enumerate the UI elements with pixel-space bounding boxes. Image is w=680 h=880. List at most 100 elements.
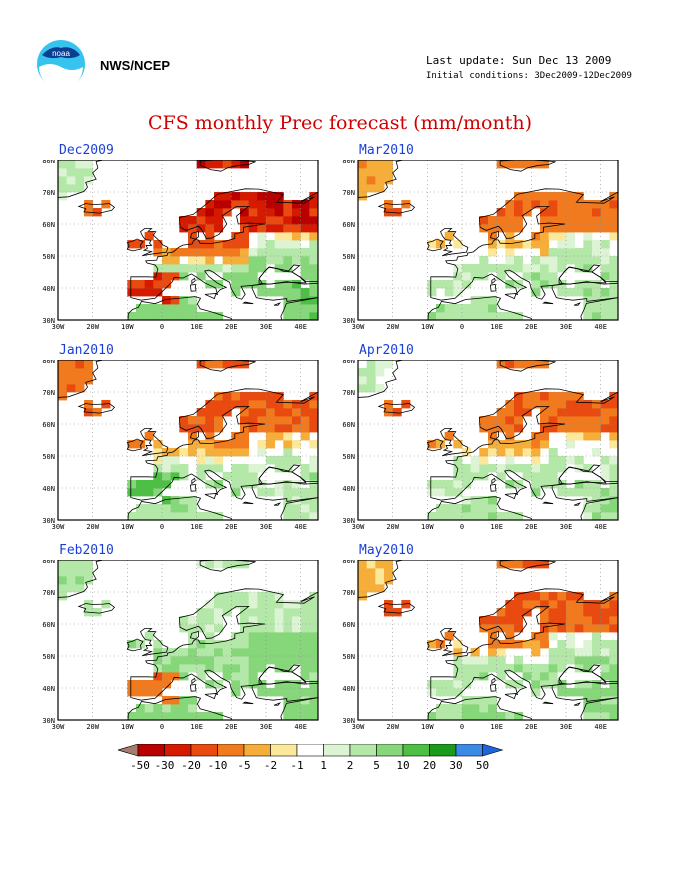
precip-cell [557, 240, 567, 249]
precip-cell [188, 216, 198, 225]
precip-cell [384, 168, 394, 177]
precip-cell [522, 600, 532, 609]
precip-cell [300, 488, 310, 497]
precip-cell [479, 704, 489, 713]
precip-cell [505, 256, 515, 265]
precip-cell [522, 192, 532, 201]
precip-cell [196, 440, 206, 449]
precip-cell [214, 416, 224, 425]
panel-label-apr2010: Apr2010 [359, 343, 414, 358]
precip-cell [58, 384, 68, 393]
lon-tick-label: 10W [421, 723, 434, 731]
lon-tick-label: 30E [260, 323, 273, 331]
coastline [77, 403, 116, 414]
precip-cell [266, 608, 276, 617]
lat-tick-label: 70N [342, 389, 355, 397]
precip-cell [162, 672, 172, 681]
precip-cell [453, 504, 463, 513]
precip-cell [248, 664, 258, 673]
precip-cell [479, 656, 489, 665]
precip-cell [479, 672, 489, 681]
precip-cell [557, 400, 567, 409]
precip-cell [274, 424, 284, 433]
lat-tick-label: 60N [342, 621, 355, 629]
precip-cell [592, 712, 602, 721]
precip-cell [505, 216, 515, 225]
precip-cell [240, 440, 250, 449]
precip-cell [292, 512, 302, 521]
lat-tick-label: 60N [42, 221, 55, 229]
precip-cell [266, 632, 276, 641]
precip-cell [240, 608, 250, 617]
precip-cell [205, 712, 215, 721]
precip-cell [600, 240, 610, 249]
lat-tick-label: 80N [42, 160, 55, 165]
coastline [542, 701, 554, 705]
lon-tick-label: 10E [190, 523, 203, 531]
precip-cell [153, 312, 163, 321]
precip-cell [548, 456, 558, 465]
agency-name: NWS/NCEP [100, 58, 171, 73]
precip-cell [557, 288, 567, 297]
lat-tick-label: 40N [42, 685, 55, 693]
precip-cell [505, 440, 515, 449]
precip-cell [240, 424, 250, 433]
precip-cell [366, 168, 376, 177]
precip-cell [292, 480, 302, 489]
precip-cell [540, 200, 550, 209]
precip-cell [257, 592, 267, 601]
colorbar-tick-label: 1 [320, 759, 327, 772]
coastline [126, 438, 144, 452]
precip-cell [136, 488, 146, 497]
precip-cell [300, 712, 310, 721]
precip-cell [274, 600, 284, 609]
precip-cell [488, 656, 498, 665]
precip-cell [283, 640, 293, 649]
precip-cell [366, 376, 376, 385]
precip-cell [75, 560, 85, 569]
precip-cell [144, 312, 154, 321]
precip-cell [436, 504, 446, 513]
precip-cell [240, 400, 250, 409]
precip-cell [300, 648, 310, 657]
precip-cell [266, 488, 276, 497]
precip-cell [240, 640, 250, 649]
precip-cell [444, 288, 454, 297]
precip-cell [540, 192, 550, 201]
precip-cell [436, 440, 446, 449]
precip-cell [453, 688, 463, 697]
precip-cell [505, 712, 515, 721]
precip-cell [548, 624, 558, 633]
precip-cell [488, 648, 498, 657]
precip-cell [127, 488, 137, 497]
precip-cell [170, 272, 180, 281]
precip-cell [309, 656, 319, 665]
precip-cell [248, 400, 258, 409]
precip-cell [283, 464, 293, 473]
precip-cell [144, 280, 154, 289]
precip-cell [470, 672, 480, 681]
precip-cell [453, 656, 463, 665]
precip-cell [136, 688, 146, 697]
precip-cell [75, 376, 85, 385]
precip-cell [436, 280, 446, 289]
precip-cell [283, 656, 293, 665]
precip-cell [205, 608, 215, 617]
precip-cell [531, 688, 541, 697]
precip-cell [300, 408, 310, 417]
precip-cell [496, 160, 506, 169]
precip-cell [214, 600, 224, 609]
precip-cell [214, 240, 224, 249]
precip-cell [274, 640, 284, 649]
precip-cell [162, 472, 172, 481]
precip-cell [453, 704, 463, 713]
precip-cell [205, 664, 215, 673]
precip-cell [583, 288, 593, 297]
precip-cell [600, 464, 610, 473]
precip-cell [514, 512, 524, 521]
precip-cell [266, 648, 276, 657]
precip-cell [214, 392, 224, 401]
precip-cell [266, 616, 276, 625]
precip-cell [300, 504, 310, 513]
